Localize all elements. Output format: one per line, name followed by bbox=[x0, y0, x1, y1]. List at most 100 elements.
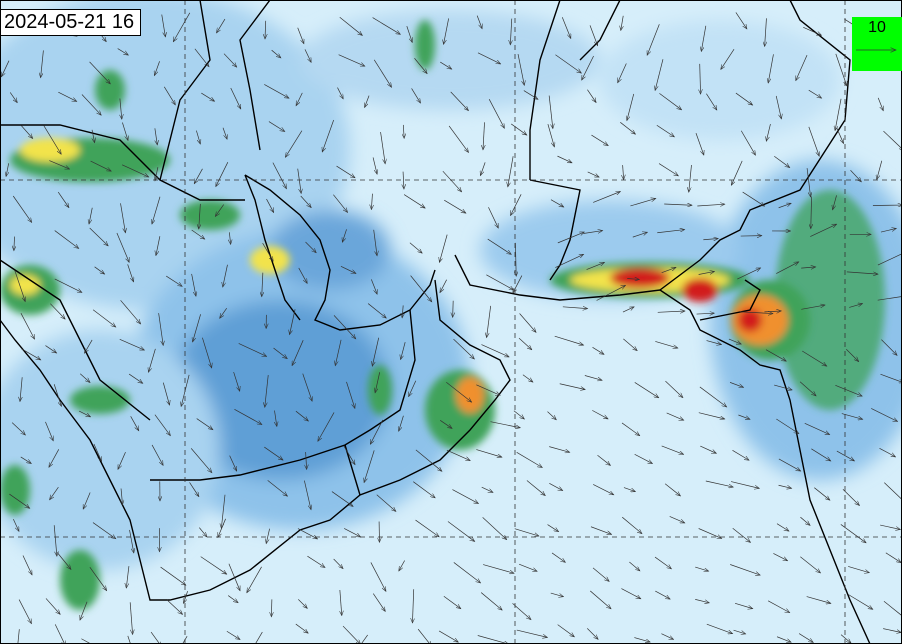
wind-arrow bbox=[840, 634, 851, 643]
wind-arrow bbox=[304, 480, 311, 510]
wind-arrow bbox=[483, 122, 485, 150]
wind-arrow bbox=[774, 155, 789, 167]
wind-arrow bbox=[483, 564, 514, 574]
wind-arrow bbox=[778, 484, 792, 488]
wind-arrow bbox=[664, 483, 680, 496]
wind-arrow bbox=[45, 598, 60, 614]
wind-arrow bbox=[415, 449, 442, 471]
wind-arrow bbox=[477, 52, 501, 65]
wind-arrow bbox=[835, 98, 842, 131]
wind-arrow bbox=[376, 494, 396, 512]
wind-arrow bbox=[446, 381, 471, 402]
wind-arrow bbox=[155, 167, 159, 181]
wind-arrow bbox=[298, 599, 307, 608]
wind-arrow bbox=[597, 454, 611, 465]
wind-arrow bbox=[21, 348, 41, 360]
wind-arrow bbox=[342, 229, 347, 242]
wind-arrow bbox=[189, 482, 199, 496]
wind-arrow bbox=[732, 527, 751, 542]
wind-arrow bbox=[634, 453, 653, 463]
wind-arrow bbox=[775, 95, 781, 119]
wind-arrow bbox=[83, 492, 91, 510]
wind-arrow bbox=[150, 631, 161, 644]
wind-arrow bbox=[806, 168, 811, 197]
wind-arrow bbox=[557, 624, 575, 637]
wind-arrow bbox=[344, 528, 361, 537]
wind-arrow bbox=[835, 53, 847, 86]
wind-arrow bbox=[267, 480, 288, 496]
wind-arrow bbox=[586, 262, 605, 270]
wind-arrow bbox=[562, 307, 588, 309]
wind-arrow bbox=[200, 556, 227, 575]
wind-arrow bbox=[80, 601, 88, 620]
wind-arrow bbox=[661, 633, 673, 640]
wind-arrow bbox=[481, 486, 493, 493]
wind-arrow bbox=[305, 241, 317, 253]
wind-arrow bbox=[155, 128, 157, 145]
wind-arrow bbox=[621, 588, 640, 599]
wind-arrow bbox=[593, 484, 614, 494]
wind-arrow bbox=[587, 89, 596, 103]
wind-arrow bbox=[262, 272, 263, 297]
shaded-field-high bbox=[0, 20, 885, 610]
wind-arrow bbox=[517, 53, 524, 85]
wind-arrow bbox=[836, 450, 855, 461]
wind-arrow bbox=[43, 125, 61, 155]
wind-arrow bbox=[90, 160, 112, 172]
wind-arrow bbox=[120, 300, 141, 324]
wind-arrow bbox=[705, 480, 733, 487]
wind-arrow bbox=[443, 595, 461, 608]
wind-arrow bbox=[480, 592, 502, 611]
wind-arrow bbox=[129, 602, 132, 634]
wind-arrow bbox=[877, 296, 902, 301]
wind-arrow bbox=[800, 556, 820, 573]
wind-arrow bbox=[12, 195, 32, 222]
wind-arrow bbox=[880, 524, 900, 529]
wind-arrow bbox=[92, 129, 95, 143]
wind-arrow bbox=[776, 523, 789, 531]
wind-arrow bbox=[6, 163, 9, 176]
wind-arrow bbox=[452, 489, 478, 504]
wind-arrow bbox=[516, 452, 543, 467]
wind-arrow bbox=[766, 123, 771, 141]
wind-arrow bbox=[265, 375, 269, 407]
wind-arrow bbox=[515, 242, 516, 276]
wind-arrow bbox=[477, 635, 509, 644]
wind-arrow bbox=[14, 236, 15, 251]
wind-arrow bbox=[53, 525, 57, 556]
wind-arrow bbox=[228, 563, 240, 591]
wind-arrow bbox=[401, 342, 406, 359]
wind-arrow bbox=[160, 566, 186, 585]
wind-arrow bbox=[699, 386, 727, 407]
wind-arrow bbox=[810, 223, 836, 237]
wind-arrow bbox=[814, 487, 830, 501]
wind-arrow bbox=[767, 600, 790, 613]
wind-arrow bbox=[411, 88, 421, 103]
wind-arrow bbox=[234, 409, 261, 424]
wind-arrow bbox=[592, 567, 609, 582]
wind-arrow bbox=[297, 528, 318, 539]
wind-arrow bbox=[735, 12, 747, 29]
wind-arrow bbox=[372, 593, 385, 612]
wind-arrow bbox=[223, 264, 228, 287]
wind-arrow bbox=[265, 20, 266, 39]
wind-arrow bbox=[737, 267, 760, 280]
wind-arrow bbox=[335, 339, 342, 366]
wind-arrow bbox=[127, 264, 134, 281]
wind-arrow bbox=[247, 566, 262, 593]
wind-arrow bbox=[734, 602, 753, 608]
wind-arrow bbox=[58, 91, 76, 101]
wind-arrow bbox=[89, 227, 108, 246]
wind-arrow bbox=[191, 273, 196, 296]
wind-arrow bbox=[50, 303, 65, 319]
wind-arrow bbox=[453, 562, 481, 582]
wind-arrow bbox=[196, 130, 200, 144]
wind-arrow bbox=[402, 305, 403, 317]
wind-arrow bbox=[158, 313, 164, 345]
wind-arrow bbox=[513, 410, 524, 419]
wind-arrow bbox=[128, 373, 143, 383]
wind-arrow bbox=[621, 422, 640, 436]
wind-arrow bbox=[800, 516, 810, 525]
wind-arrow bbox=[54, 624, 65, 644]
